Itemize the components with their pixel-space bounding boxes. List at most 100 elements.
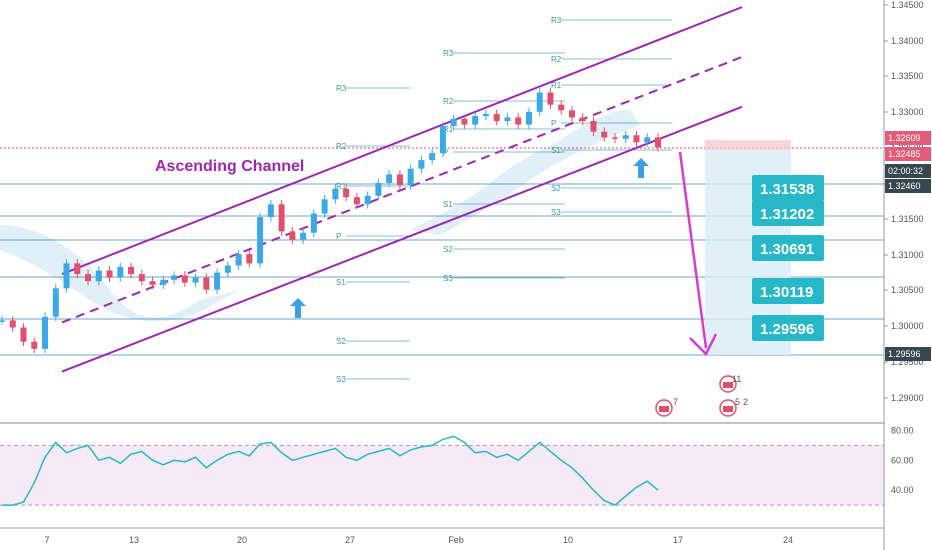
candle-body [267,204,274,218]
candle-body [117,266,124,278]
pivot-label: S2 [551,184,561,193]
candle-body [439,126,446,154]
price-badges: 1.32609 1.32485 02:00:32 1.32460 1.29596 [885,131,931,361]
level-value-label: 1.31538 [760,181,814,198]
y-tick-label: 1.33500 [891,71,924,81]
candle-body [214,272,221,290]
rsi-tick-label: 80.00 [891,425,914,435]
y-tick-label: 1.29000 [891,393,924,403]
rsi-tick-label: 60.00 [891,455,914,465]
economic-events[interactable]: 7 11 5 2 [655,374,748,417]
price-badge-label: 1.32460 [888,181,921,191]
candle-body [246,254,253,264]
candle-body [525,111,532,125]
candle-body [321,199,328,214]
pivot-label: S2 [336,337,346,346]
x-tick-label: 7 [44,535,49,545]
pivot-label: S2 [443,245,453,254]
projection-arrow [678,151,708,349]
y-tick-label: 1.31500 [891,214,924,224]
pivot-label: S1 [551,146,561,155]
candle-body [568,110,575,118]
event-flag-stripe [723,406,733,412]
candle-body [482,113,489,117]
candle-body [579,117,586,122]
price-badge [885,347,931,361]
pivot-label: R3 [443,49,454,58]
candle-body [0,320,5,322]
level-value-box [752,235,824,261]
level-value-label: 1.30691 [760,241,814,258]
pivot-label: R1 [443,125,454,134]
candle-body [364,195,371,205]
candle-body [515,117,522,125]
level-value-label: 1.30119 [760,284,813,301]
pivot-label: S3 [443,274,453,283]
signal-arrows [290,158,649,318]
channel-upper-line [61,6,743,275]
candle-body [203,277,210,290]
candle-body [310,213,317,233]
candle-body [74,263,81,275]
arrow-down-icon [689,333,718,357]
pivot-label: P [551,119,556,128]
event-flag-stripe [659,406,669,412]
event-count-label: 11 [732,374,741,384]
candle-body [42,316,49,349]
x-tick-label: 20 [237,535,247,545]
y-tick-label: 1.30500 [891,285,924,295]
price-badge [885,179,931,193]
rsi-panel [0,422,884,506]
x-tick-label: 13 [129,535,139,545]
pivot-label: R2 [551,55,562,64]
candle-body [149,281,156,285]
candle-body [407,168,414,186]
candle-body [332,188,339,200]
price-badge [885,131,931,145]
y-tick-label: 1.29500 [891,357,924,367]
candle-body [493,113,500,122]
price-badge-label: 1.32609 [888,133,921,143]
candle-body [138,274,145,282]
x-tick-label: Feb [448,535,464,545]
price-candles [0,88,661,354]
level-value-label: 1.29596 [760,321,814,338]
rsi-tick-label: 40.00 [891,485,914,495]
candle-body [257,217,264,264]
channel-lower-line [61,105,743,373]
candle-body [547,92,554,105]
y-tick-label: 1.34000 [891,36,924,46]
candle-body [235,254,242,266]
candle-body [171,275,178,280]
pivot-label: R1 [551,81,562,90]
price-badge [885,164,931,178]
candle-body [181,275,188,283]
event-count-label: 5 [735,397,740,407]
pivot-label: R2 [336,142,347,151]
price-badge-label: 1.29596 [888,349,921,359]
candle-body [461,118,468,125]
arrow-up-icon [290,298,306,318]
candle-body [622,135,629,139]
chart-annotation-title: Ascending Channel [155,158,304,175]
candle-body [644,137,651,143]
level-value-box [752,315,824,341]
pivot-label: S1 [443,200,453,209]
candle-body [224,265,231,273]
candle-body [450,118,457,126]
candle-body [418,160,425,169]
event-count-label: 7 [673,397,678,407]
candle-body [343,188,350,198]
y-tick-label: 1.31000 [891,250,924,260]
pivot-label: S1 [336,278,346,287]
x-tick-label: 27 [345,535,355,545]
pivot-label: R3 [336,84,347,93]
candle-body [429,153,436,161]
candle-body [9,320,16,328]
pivot-label: P [336,232,341,241]
x-tick-label: 10 [563,535,573,545]
projection-zone[interactable]: 1.31538 1.31202 1.30691 1.30119 1.29596 [678,140,824,357]
level-value-label: 1.31202 [760,206,814,223]
